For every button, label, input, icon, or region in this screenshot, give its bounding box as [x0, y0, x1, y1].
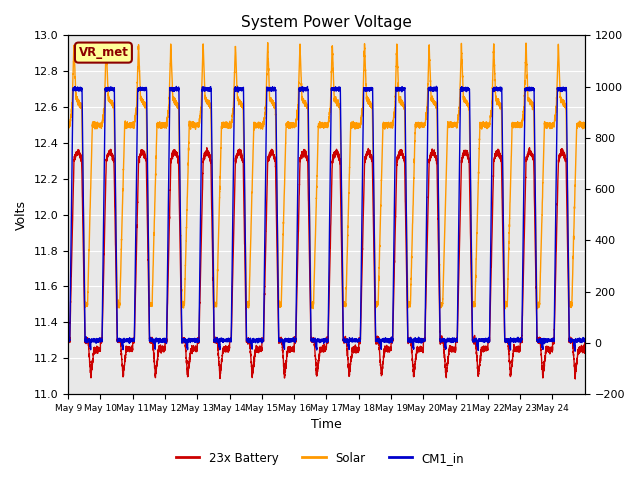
Solar: [447, 122, 455, 128]
Line: 23x Battery: 23x Battery: [68, 148, 585, 379]
23x Battery: [572, 376, 579, 382]
Solar: [392, 50, 400, 56]
Y-axis label: Volts: Volts: [15, 200, 28, 230]
Title: System Power Voltage: System Power Voltage: [241, 15, 412, 30]
23x Battery: [447, 346, 455, 351]
CM1_in: [392, 87, 400, 93]
Solar: [264, 40, 271, 46]
Solar: [252, 122, 259, 128]
Solar: [370, 200, 378, 205]
23x Battery: [475, 366, 483, 372]
23x Battery: [392, 176, 400, 181]
CM1_in: [370, 191, 378, 197]
CM1_in: [433, 84, 440, 89]
CM1_in: [252, 337, 259, 343]
CM1_in: [475, 337, 483, 343]
Solar: [534, 306, 541, 312]
CM1_in: [572, 348, 579, 354]
23x Battery: [64, 335, 72, 341]
X-axis label: Time: Time: [311, 419, 342, 432]
Solar: [475, 161, 483, 167]
Solar: [90, 123, 98, 129]
Text: VR_met: VR_met: [79, 46, 129, 59]
23x Battery: [370, 242, 378, 248]
23x Battery: [90, 348, 98, 354]
Solar: [581, 123, 589, 129]
23x Battery: [581, 336, 589, 342]
23x Battery: [252, 351, 259, 357]
CM1_in: [581, 339, 589, 345]
CM1_in: [447, 336, 455, 341]
Legend: 23x Battery, Solar, CM1_in: 23x Battery, Solar, CM1_in: [171, 447, 469, 469]
23x Battery: [525, 145, 533, 151]
Solar: [64, 122, 72, 128]
Line: CM1_in: CM1_in: [68, 86, 585, 351]
Line: Solar: Solar: [68, 43, 585, 309]
CM1_in: [64, 337, 72, 343]
CM1_in: [90, 337, 98, 343]
